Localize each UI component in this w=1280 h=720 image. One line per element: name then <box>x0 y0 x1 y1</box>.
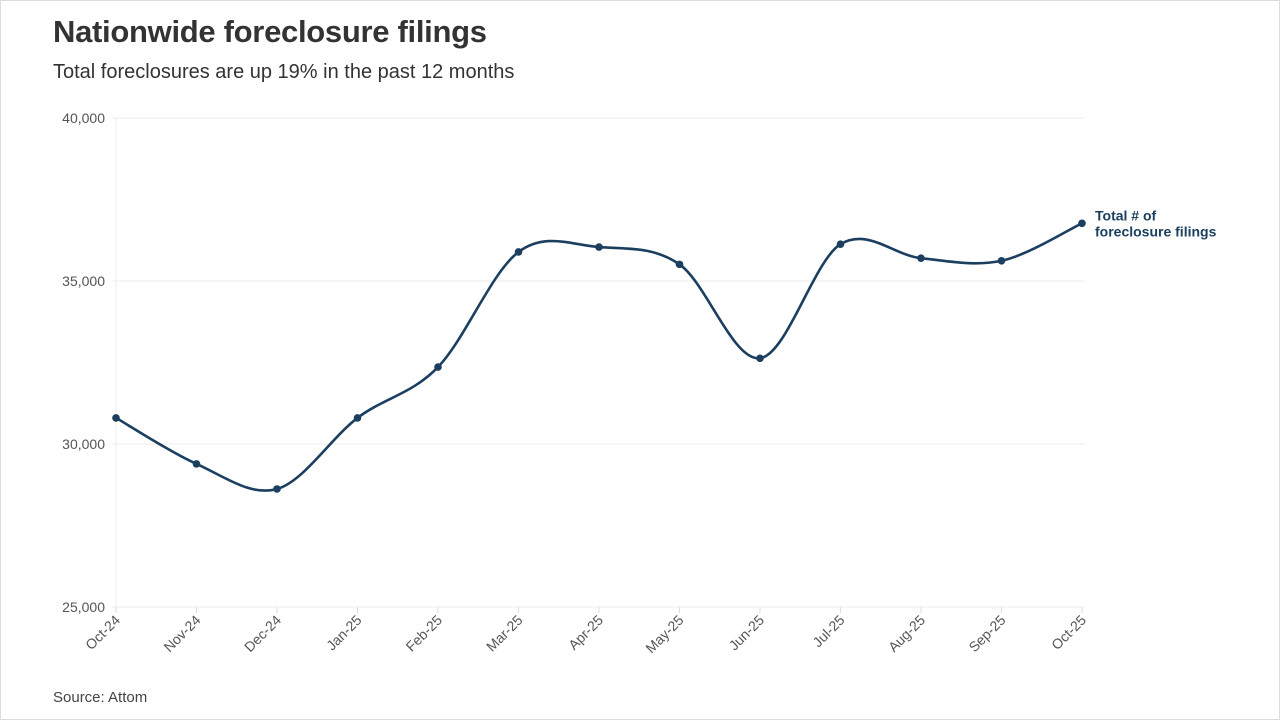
y-tick-label: 40,000 <box>62 110 105 126</box>
data-point <box>836 240 845 248</box>
data-point <box>997 256 1006 265</box>
data-point <box>112 414 120 422</box>
x-tick-label: Aug-25 <box>885 612 928 655</box>
series-label-line: Total # of <box>1095 207 1157 223</box>
y-tick-label: 35,000 <box>62 273 105 289</box>
data-point <box>192 460 201 468</box>
data-point <box>917 254 925 262</box>
data-points <box>112 219 1086 493</box>
data-point <box>675 260 684 269</box>
x-tick-label: Oct-25 <box>1048 612 1089 653</box>
x-tick-label: Sep-25 <box>965 612 1008 655</box>
chart-subtitle: Total foreclosures are up 19% in the pas… <box>53 61 515 83</box>
x-tick-label: May-25 <box>642 612 686 656</box>
x-tick-label: Dec-24 <box>241 612 284 655</box>
x-tick-label: Nov-24 <box>160 612 203 655</box>
y-tick-label: 25,000 <box>62 599 105 615</box>
x-tick-label: Oct-24 <box>82 612 123 653</box>
data-point <box>273 485 281 493</box>
series-line <box>114 221 1084 492</box>
x-tick-label: Mar-25 <box>483 612 526 655</box>
x-tick-label: Apr-25 <box>565 612 606 653</box>
gridlines <box>112 117 1085 608</box>
chart-title: Nationwide foreclosure filings <box>53 14 487 49</box>
data-point <box>756 354 764 363</box>
series-label-line: foreclosure filings <box>1095 223 1217 239</box>
data-point <box>434 363 442 371</box>
y-axis: 25,000 30,000 35,000 40,000 <box>62 110 105 615</box>
y-tick-label: 30,000 <box>62 436 105 452</box>
data-point <box>595 243 603 251</box>
data-point <box>1078 219 1086 228</box>
data-point <box>514 248 523 256</box>
x-tick-label: Jun-25 <box>726 612 768 654</box>
source-note: Source: Attom <box>53 689 148 706</box>
x-tick-label: Feb-25 <box>402 612 445 655</box>
data-point <box>353 414 362 422</box>
x-tick-label: Jan-25 <box>323 612 365 654</box>
x-tick-label: Jul-25 <box>809 612 847 650</box>
x-axis: Oct-24 Nov-24 Dec-24 Jan-25 Feb-25 Mar-25 Apr-… <box>82 607 1089 656</box>
